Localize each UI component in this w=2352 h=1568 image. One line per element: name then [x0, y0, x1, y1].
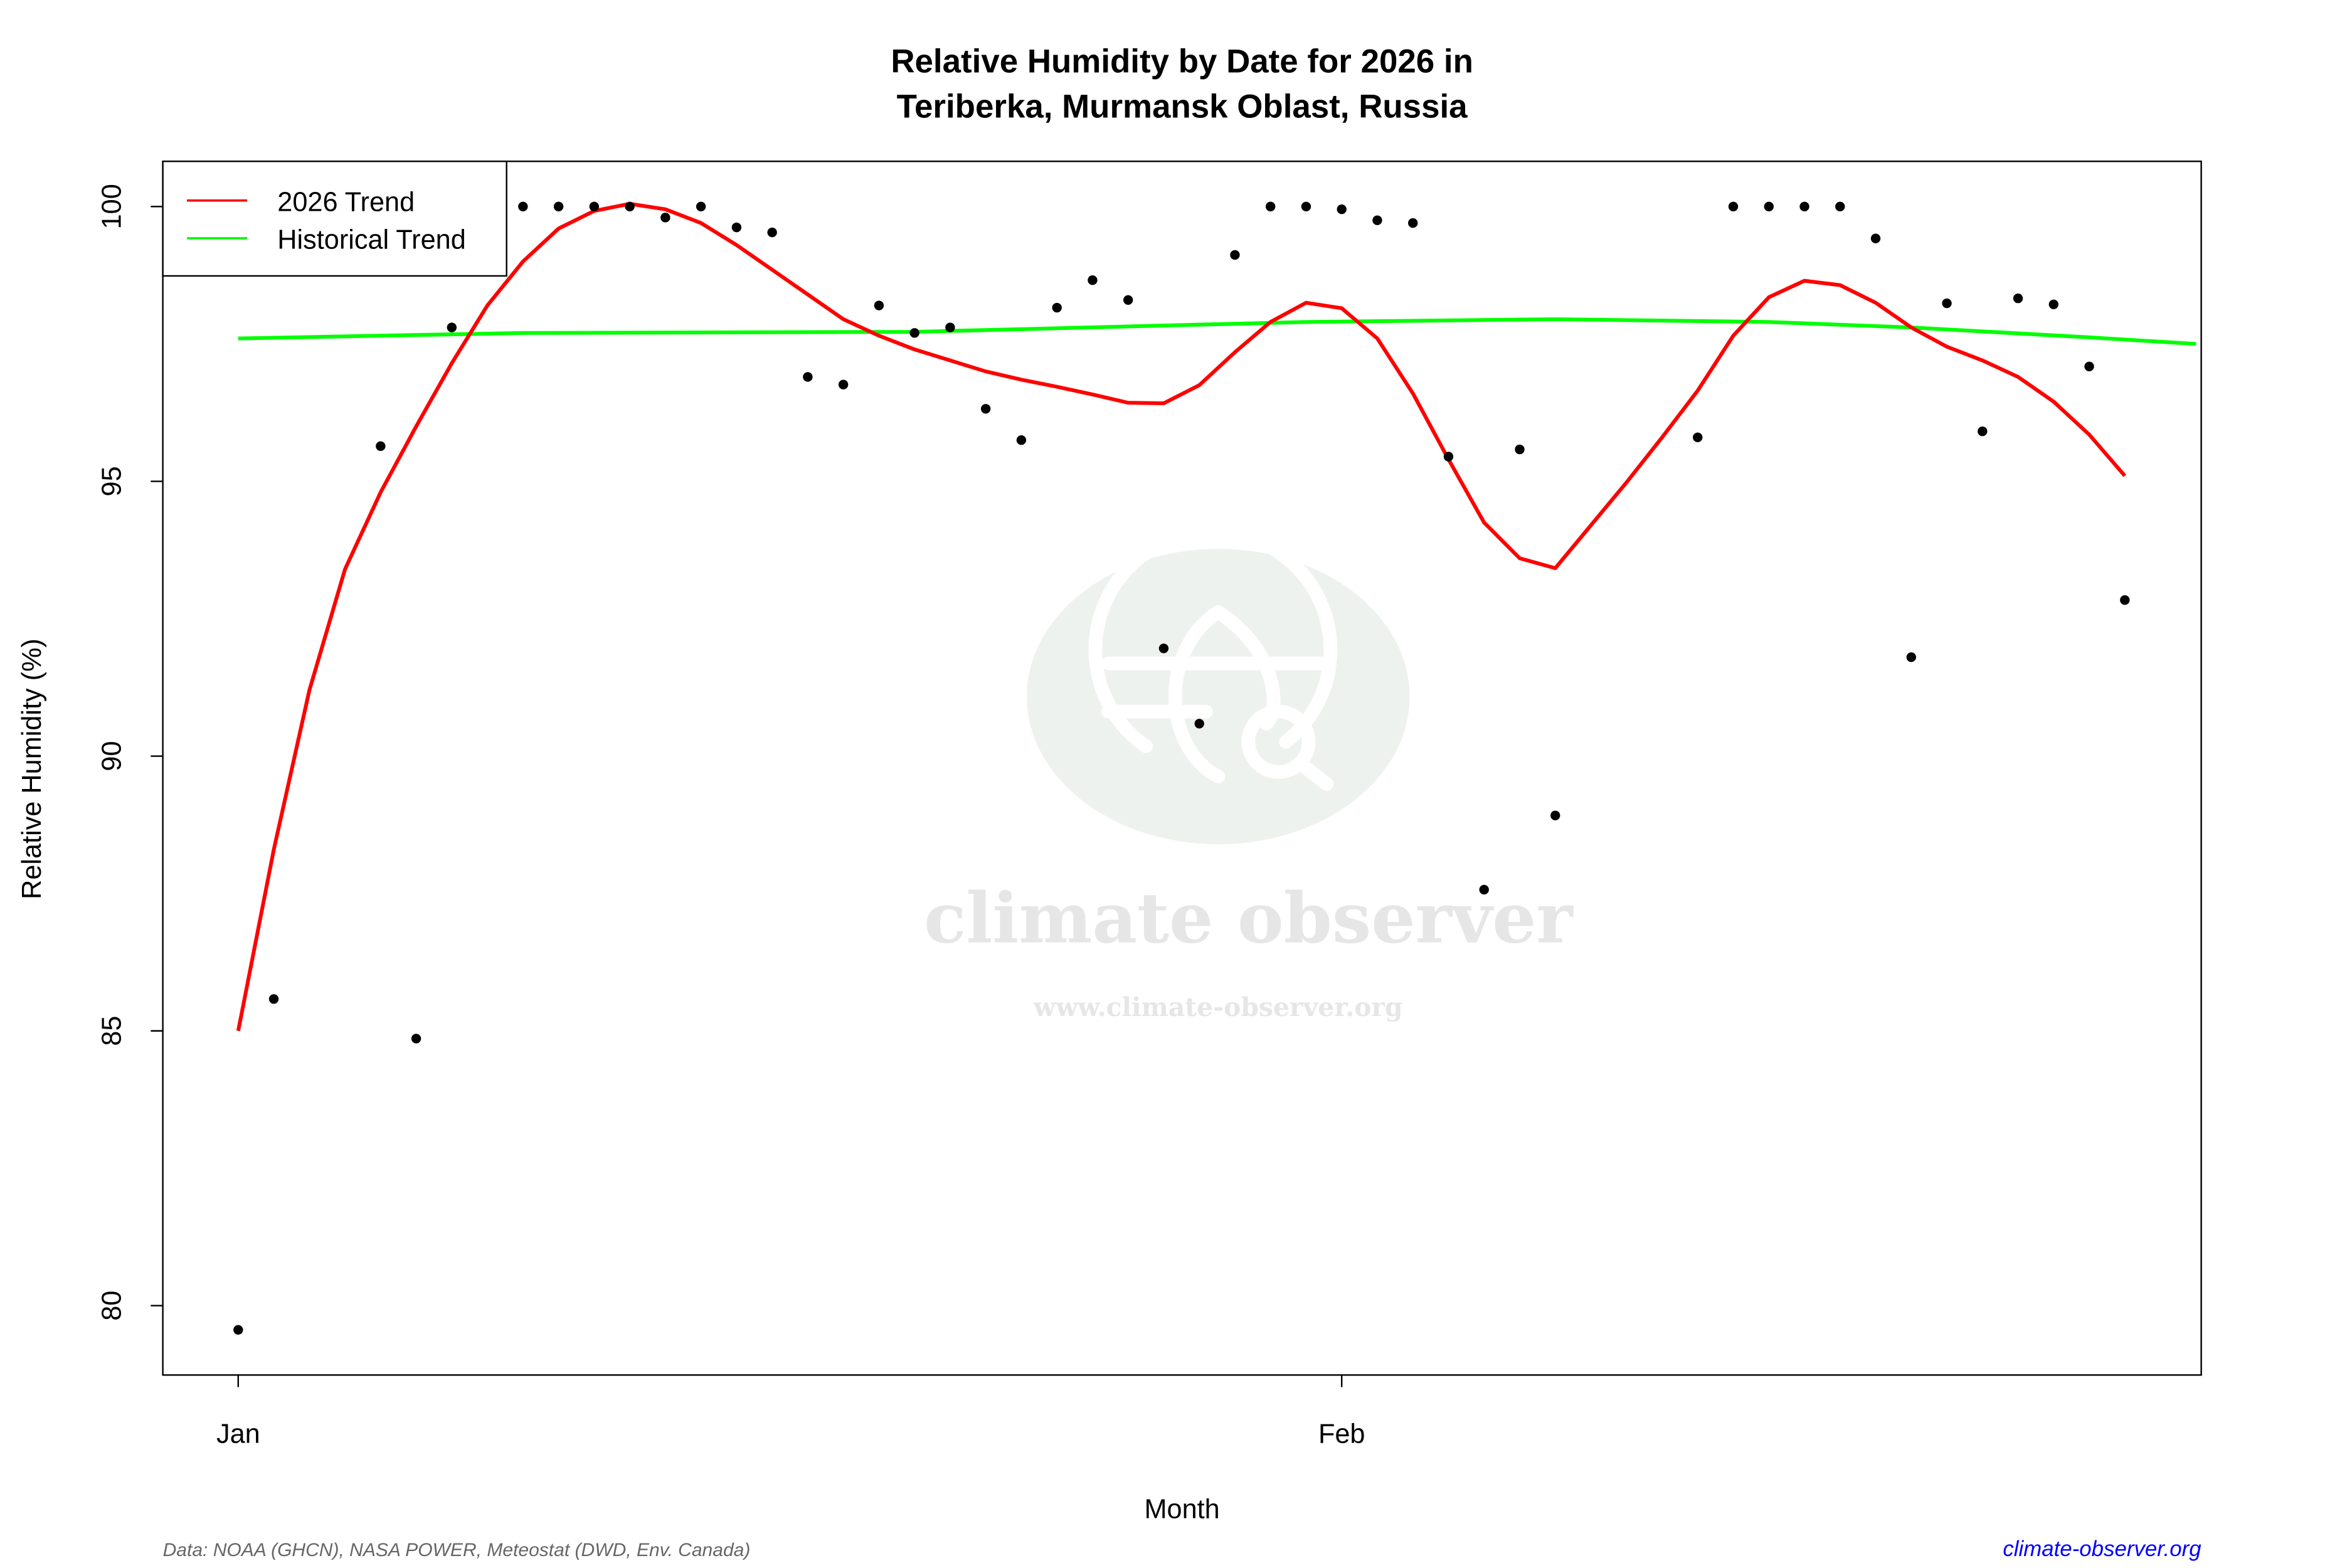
x-axis-label: Month	[1145, 1495, 1220, 1525]
data-point	[838, 379, 849, 389]
legend-label-historical: Historical Trend	[277, 225, 465, 255]
data-point	[660, 213, 670, 223]
data-source-note: Data: NOAA (GHCN), NASA POWER, Meteostat…	[163, 1540, 751, 1560]
data-point	[1123, 295, 1133, 305]
x-tick-label: Jan	[216, 1419, 260, 1449]
data-point	[1301, 201, 1311, 212]
data-point	[1728, 201, 1739, 212]
data-point	[447, 322, 457, 332]
data-point	[696, 201, 706, 212]
data-point	[945, 322, 955, 332]
historical-trend-line	[238, 317, 2196, 346]
data-point	[767, 227, 777, 238]
legend: 2026 Trend Historical Trend	[162, 161, 507, 277]
watermark-brand: climate observer	[924, 877, 1574, 959]
data-point	[1764, 201, 1774, 212]
data-point	[731, 222, 742, 233]
x-tick-label: Feb	[1318, 1419, 1365, 1449]
data-point	[553, 201, 564, 212]
site-link[interactable]: climate-observer.org	[2003, 1537, 2201, 1561]
data-point	[1906, 652, 1916, 662]
data-point	[980, 404, 991, 414]
y-tick-label: 95	[97, 466, 127, 496]
data-point	[233, 1325, 243, 1335]
data-point	[1978, 426, 1988, 437]
data-point	[2084, 361, 2094, 371]
data-point	[1158, 644, 1169, 654]
chart-subtitle: Teriberka, Murmansk Oblast, Russia	[897, 88, 1468, 125]
data-point	[1337, 204, 1347, 215]
globe-search-icon	[1088, 525, 1338, 791]
data-point	[589, 201, 600, 212]
y-tick-label: 100	[97, 184, 127, 229]
data-point	[625, 201, 635, 212]
y-axis: 80 85 90 95 100	[97, 184, 163, 1321]
data-point	[1088, 275, 1098, 285]
trend-2026-line	[236, 201, 2127, 1032]
data-point	[909, 328, 919, 338]
legend-box	[162, 161, 507, 277]
data-point	[2120, 595, 2130, 605]
data-point	[1799, 201, 1809, 212]
data-point	[1230, 250, 1240, 260]
data-point	[1372, 215, 1382, 225]
y-tick-label: 90	[97, 741, 127, 771]
data-point	[1052, 302, 1062, 313]
y-tick-label: 80	[97, 1291, 127, 1321]
legend-label-2026: 2026 Trend	[277, 188, 415, 218]
data-point	[268, 994, 279, 1004]
data-point	[1408, 218, 1418, 228]
x-axis: Jan Feb	[216, 1375, 1365, 1449]
data-point	[1016, 435, 1027, 445]
data-point	[1266, 201, 1276, 212]
data-point	[1942, 298, 1952, 309]
data-point	[376, 441, 386, 452]
data-point	[1835, 201, 1845, 212]
plot-frame	[162, 161, 2202, 1376]
data-point	[411, 1034, 421, 1044]
data-point	[1550, 810, 1560, 820]
data-point	[2048, 299, 2058, 309]
y-tick-label: 85	[97, 1016, 127, 1046]
watermark: climate observer www.climate-observer.or…	[924, 525, 1574, 1022]
y-axis-label: Relative Humidity (%)	[17, 638, 47, 899]
data-point	[1194, 719, 1204, 729]
data-point	[874, 300, 884, 310]
chart-title: Relative Humidity by Date for 2026 in	[891, 43, 1473, 80]
data-point	[1443, 452, 1454, 462]
data-point	[1870, 233, 1881, 243]
data-point	[1515, 444, 1525, 455]
data-point	[803, 372, 813, 382]
data-point	[2013, 293, 2023, 304]
data-point	[518, 201, 528, 212]
watermark-globe-badge	[1027, 549, 1410, 845]
data-point	[1693, 432, 1703, 443]
data-point	[1479, 884, 1489, 895]
watermark-url: www.climate-observer.org	[1033, 992, 1403, 1022]
